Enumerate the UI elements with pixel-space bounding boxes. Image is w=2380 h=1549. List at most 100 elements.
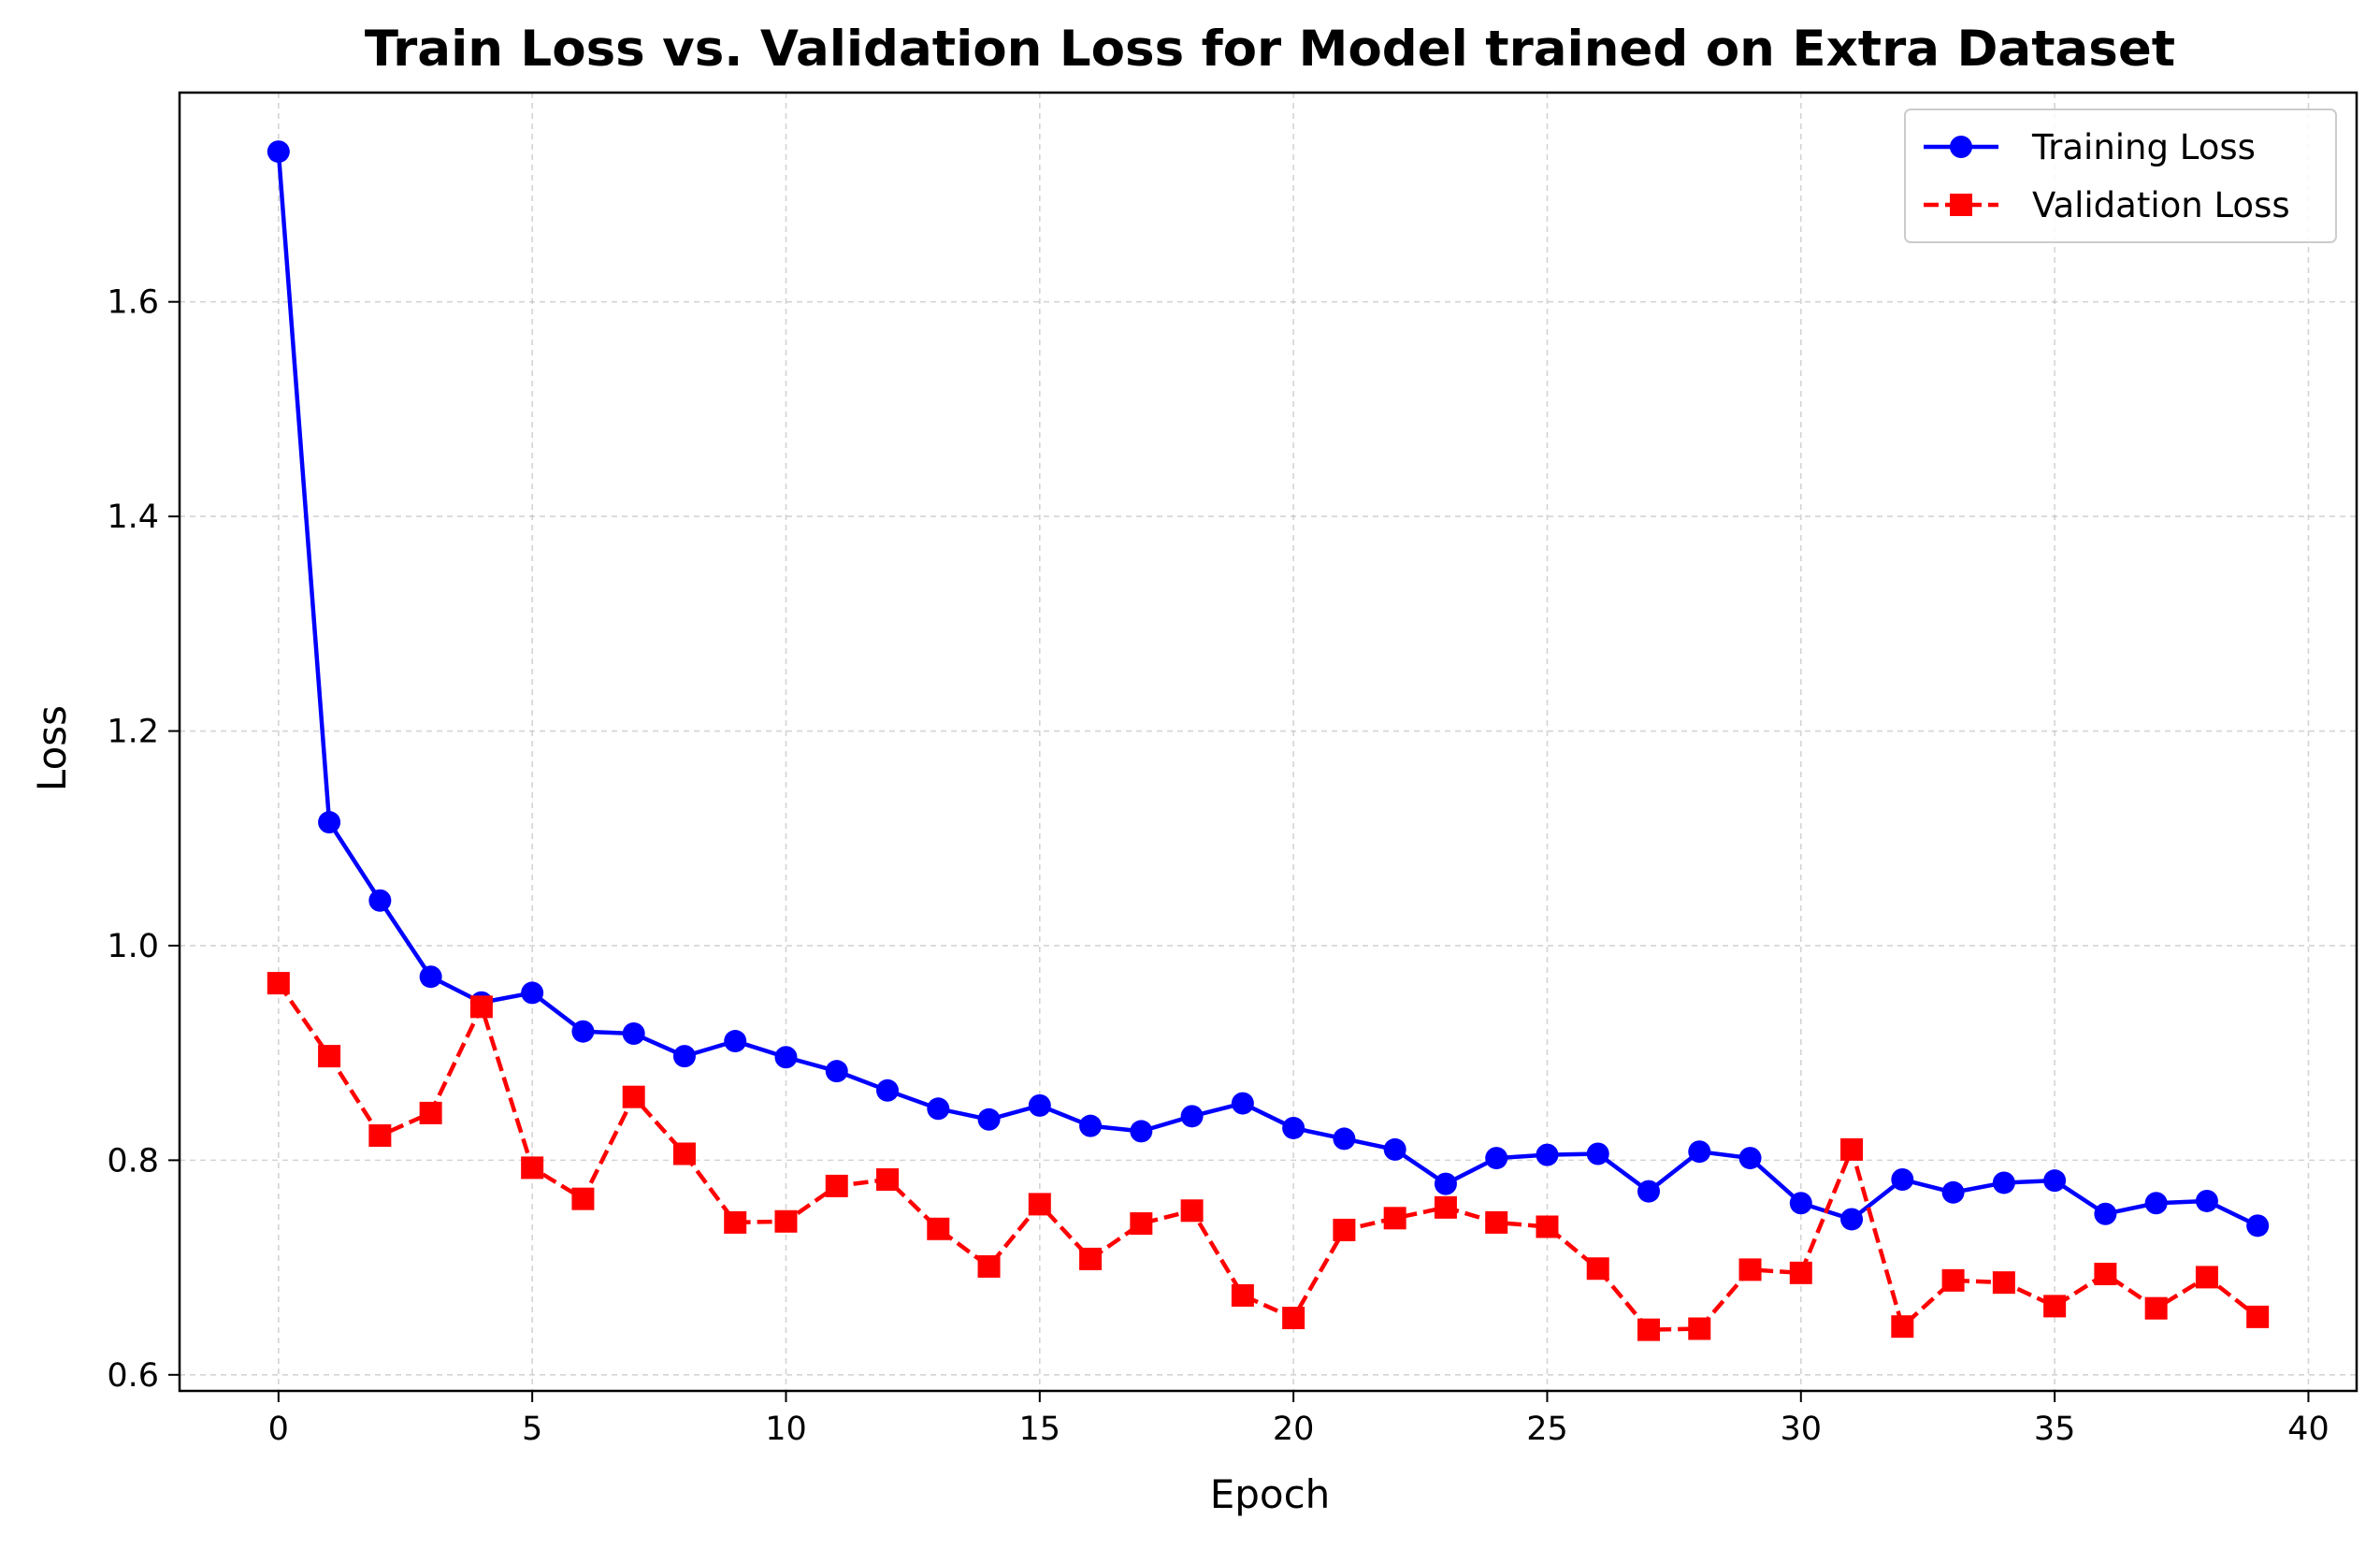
data-point <box>419 965 442 989</box>
legend-label: Training Loss <box>2031 127 2256 167</box>
data-point <box>1688 1317 1711 1340</box>
data-point <box>724 1210 747 1234</box>
data-point <box>1992 1171 2015 1194</box>
y-tick-label: 1.0 <box>107 928 159 965</box>
data-point <box>2043 1295 2067 1318</box>
data-point <box>774 1046 798 1069</box>
data-point <box>1891 1168 1914 1192</box>
data-point <box>1789 1261 1812 1284</box>
plot-series <box>267 140 2270 1341</box>
data-point <box>521 981 544 1005</box>
data-point <box>1282 1306 1305 1329</box>
data-point <box>1180 1105 1204 1128</box>
legend-box <box>1904 109 2337 243</box>
grid <box>180 93 2357 1391</box>
data-point <box>1536 1143 1559 1166</box>
data-point <box>2094 1262 2117 1285</box>
data-point <box>876 1079 900 1102</box>
data-point <box>622 1022 645 1046</box>
data-point <box>672 1045 696 1068</box>
data-point <box>927 1217 950 1240</box>
data-point <box>1180 1199 1204 1223</box>
series-validation-loss <box>267 972 2270 1341</box>
data-point <box>368 1123 392 1147</box>
series-line <box>276 151 2259 1228</box>
data-point <box>1333 1218 1356 1241</box>
data-point <box>571 1020 595 1043</box>
data-point <box>825 1060 848 1083</box>
x-tick-label: 5 <box>522 1411 542 1448</box>
data-point <box>1231 1283 1254 1307</box>
data-point <box>2094 1202 2117 1225</box>
data-point <box>1434 1172 1457 1195</box>
data-point <box>2195 1189 2218 1212</box>
y-tick-label: 1.4 <box>107 499 159 536</box>
y-tick-label: 0.6 <box>107 1357 159 1395</box>
data-point <box>2144 1296 2168 1320</box>
data-point <box>977 1107 1001 1131</box>
series-line <box>276 981 2259 1332</box>
data-point <box>1637 1318 1660 1341</box>
y-tick-label: 1.2 <box>107 714 159 751</box>
data-point <box>1738 1147 1762 1170</box>
data-point <box>1738 1258 1762 1281</box>
data-point <box>368 889 392 912</box>
data-point <box>672 1142 696 1165</box>
data-point <box>1130 1212 1153 1236</box>
data-point <box>571 1187 595 1210</box>
legend: Training Loss Validation Loss <box>1904 109 2337 243</box>
data-point <box>876 1168 900 1192</box>
data-point <box>1688 1140 1711 1164</box>
x-tick-label: 20 <box>1273 1411 1315 1448</box>
data-point <box>1485 1210 1508 1234</box>
data-point <box>2246 1305 2270 1328</box>
data-point <box>724 1030 747 1053</box>
x-tick-label: 10 <box>765 1411 807 1448</box>
data-point <box>1383 1137 1406 1161</box>
legend-marker <box>1950 194 1972 216</box>
data-point <box>1130 1120 1153 1143</box>
data-point <box>927 1097 950 1121</box>
data-point <box>318 811 341 834</box>
data-point <box>1231 1092 1254 1115</box>
y-axis-ticks: 0.6 0.8 1.0 1.2 1.4 1.6 <box>107 284 180 1395</box>
legend-item: Training Loss <box>1924 127 2256 167</box>
data-point <box>1992 1271 2015 1295</box>
data-point <box>318 1045 341 1068</box>
data-point <box>419 1101 442 1124</box>
x-tick-label: 35 <box>2034 1411 2076 1448</box>
x-tick-label: 40 <box>2287 1411 2330 1448</box>
chart-title: Train Loss vs. Validation Loss for Model… <box>365 21 2175 78</box>
data-point <box>1079 1247 1103 1270</box>
x-tick-label: 30 <box>1781 1411 1823 1448</box>
data-point <box>622 1085 645 1108</box>
data-point <box>1891 1315 1914 1339</box>
data-point <box>1282 1116 1305 1139</box>
y-tick-label: 0.8 <box>107 1142 159 1180</box>
data-point <box>2043 1169 2067 1193</box>
data-point <box>521 1156 544 1180</box>
data-point <box>1079 1114 1103 1137</box>
data-point <box>1941 1268 1965 1292</box>
x-tick-label: 15 <box>1019 1411 1061 1448</box>
data-point <box>1586 1142 1609 1165</box>
data-point <box>2144 1192 2168 1215</box>
x-tick-label: 0 <box>268 1411 289 1448</box>
data-point <box>774 1209 798 1233</box>
data-point <box>1840 1137 1864 1161</box>
data-point <box>1028 1193 1051 1216</box>
data-point <box>267 972 290 995</box>
legend-item: Validation Loss <box>1924 185 2290 225</box>
data-point <box>1586 1257 1609 1281</box>
plot-frame <box>178 91 2358 1393</box>
legend-label: Validation Loss <box>2032 185 2290 225</box>
data-point <box>267 140 290 164</box>
data-point <box>1333 1127 1356 1151</box>
data-point <box>1536 1215 1559 1238</box>
data-point <box>1941 1180 1965 1204</box>
legend-marker <box>1950 136 1972 158</box>
data-point <box>825 1174 848 1197</box>
x-axis-ticks: 0 5 10 15 20 25 30 35 40 <box>268 1391 2330 1448</box>
